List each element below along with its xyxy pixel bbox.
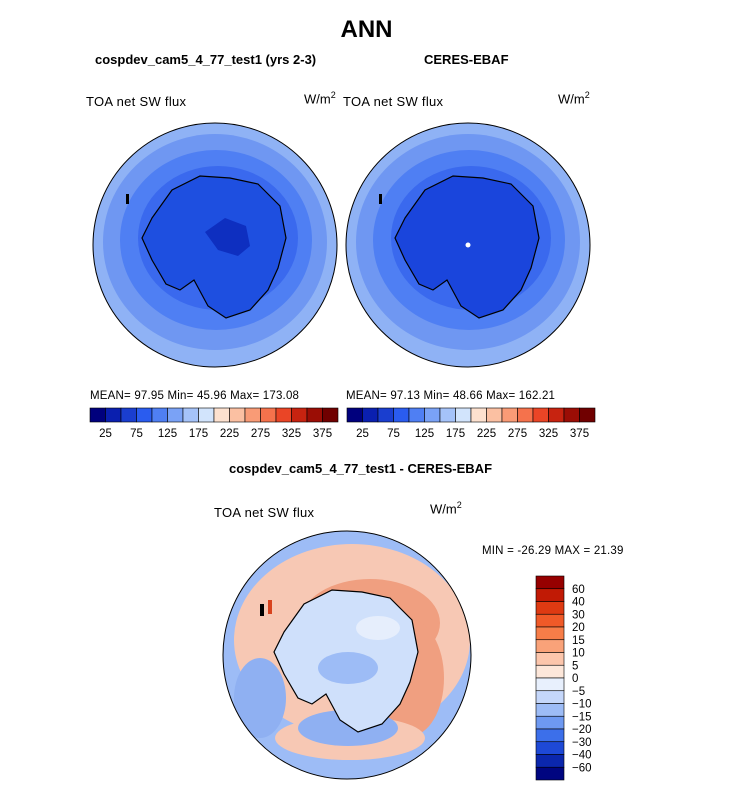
- left-colorbar: 25 75 125 175 225 275 325 375: [89, 407, 339, 440]
- colorbar-cell: [535, 601, 565, 615]
- model-map: [92, 122, 338, 368]
- colorbar-cell: [535, 703, 565, 717]
- diff-units: W/m2: [430, 500, 462, 517]
- colorbar-tick-label: −15: [572, 711, 592, 723]
- colorbar-tick-label: 25: [99, 428, 112, 440]
- difference-map: [222, 530, 472, 780]
- colorbar-tick-label: 175: [189, 428, 208, 440]
- colorbar-cell: [322, 407, 339, 423]
- colorbar-cell: [260, 407, 277, 423]
- right-colorbar: 25 75 125 175 225 275 325 375: [346, 407, 596, 440]
- colorbar-tick-label: −5: [572, 686, 585, 698]
- colorbar-cell: [182, 407, 199, 423]
- colorbar-cell: [486, 407, 503, 423]
- colorbar-cell: [517, 407, 534, 423]
- colorbar-tick-label: −40: [572, 750, 592, 762]
- colorbar-cell: [439, 407, 456, 423]
- colorbar-tick-label: 225: [477, 428, 496, 440]
- colorbar-cell: [535, 690, 565, 704]
- colorbar-cell: [393, 407, 410, 423]
- colorbar-tick-label: 275: [251, 428, 270, 440]
- colorbar-cell: [535, 728, 565, 743]
- colorbar-tick-label: −10: [572, 699, 592, 711]
- colorbar-cell: [136, 407, 153, 423]
- colorbar-cell: [535, 664, 565, 679]
- colorbar-cell: [501, 407, 518, 423]
- colorbar-cell: [120, 407, 137, 423]
- colorbar-tick-label: −30: [572, 737, 592, 749]
- colorbar-cell: [198, 407, 215, 423]
- colorbar-cell: [579, 407, 596, 423]
- colorbar-cell: [244, 407, 261, 423]
- colorbar-tick-label: 125: [415, 428, 434, 440]
- colorbar-tick-label: 275: [508, 428, 527, 440]
- diff-variable-label: TOA net SW flux: [214, 505, 315, 520]
- colorbar-tick-label: 20: [572, 622, 585, 634]
- colorbar-cell: [535, 652, 565, 666]
- colorbar-tick-label: 225: [220, 428, 239, 440]
- colorbar-tick-label: 325: [282, 428, 301, 440]
- colorbar-cell: [532, 407, 549, 423]
- colorbar-cell: [291, 407, 308, 423]
- colorbar-cell: [105, 407, 122, 423]
- colorbar-cell: [377, 407, 394, 423]
- main-title: ANN: [340, 16, 393, 43]
- colorbar-cell: [535, 626, 565, 641]
- colorbar-cell: [229, 407, 246, 423]
- right-stats: MEAN= 97.13 Min= 48.66 Max= 162.21: [346, 390, 556, 402]
- left-variable-label: TOA net SW flux: [86, 94, 187, 109]
- right-subtitle: CERES-EBAF: [424, 52, 509, 67]
- left-units: W/m2: [304, 90, 336, 107]
- colorbar-tick-label: 125: [158, 428, 177, 440]
- colorbar-cell: [455, 407, 472, 423]
- colorbar-cell: [535, 715, 565, 730]
- colorbar-tick-label: 375: [570, 428, 589, 440]
- colorbar-cell: [275, 407, 292, 423]
- left-subtitle: cospdev_cam5_4_77_test1 (yrs 2-3): [95, 52, 317, 67]
- colorbar-cell: [535, 639, 565, 653]
- colorbar-cell: [470, 407, 487, 423]
- colorbar-cell: [535, 677, 565, 692]
- colorbar-tick-label: −60: [572, 762, 592, 774]
- colorbar-tick-label: −20: [572, 724, 592, 736]
- colorbar-cell: [424, 407, 441, 423]
- colorbar-tick-label: 75: [387, 428, 400, 440]
- colorbar-cell: [535, 741, 565, 755]
- colorbar-tick-label: 325: [539, 428, 558, 440]
- colorbar-tick-label: 60: [572, 584, 585, 596]
- right-units: W/m2: [558, 90, 590, 107]
- colorbar-tick-label: 10: [572, 648, 585, 660]
- colorbar-tick-label: 5: [572, 660, 578, 672]
- colorbar-tick-label: 175: [446, 428, 465, 440]
- colorbar-cell: [408, 407, 425, 423]
- colorbar-cell: [535, 588, 565, 602]
- colorbar-tick-label: 15: [572, 635, 585, 647]
- colorbar-cell: [89, 407, 106, 423]
- colorbar-cell: [167, 407, 184, 423]
- colorbar-cell: [535, 754, 565, 768]
- colorbar-tick-label: 25: [356, 428, 369, 440]
- right-variable-label: TOA net SW flux: [343, 94, 444, 109]
- left-stats: MEAN= 97.95 Min= 45.96 Max= 173.08: [90, 390, 300, 402]
- diff-subtitle: cospdev_cam5_4_77_test1 - CERES-EBAF: [229, 461, 493, 476]
- colorbar-cell: [535, 575, 565, 590]
- colorbar-tick-label: 40: [572, 597, 585, 609]
- colorbar-tick-label: 0: [572, 673, 578, 685]
- colorbar-cell: [306, 407, 323, 423]
- colorbar-cell: [563, 407, 580, 423]
- colorbar-cell: [535, 613, 565, 628]
- colorbar-cell: [213, 407, 230, 423]
- colorbar-cell: [346, 407, 363, 423]
- colorbar-cell: [151, 407, 168, 423]
- observation-map: [345, 122, 591, 368]
- colorbar-cell: [548, 407, 565, 423]
- colorbar-tick-label: 375: [313, 428, 332, 440]
- colorbar-cell: [535, 766, 565, 781]
- colorbar-tick-label: 75: [130, 428, 143, 440]
- diff-stats: MIN = -26.29 MAX = 21.39: [482, 545, 624, 557]
- colorbar-tick-label: 30: [572, 609, 585, 621]
- colorbar-cell: [362, 407, 379, 423]
